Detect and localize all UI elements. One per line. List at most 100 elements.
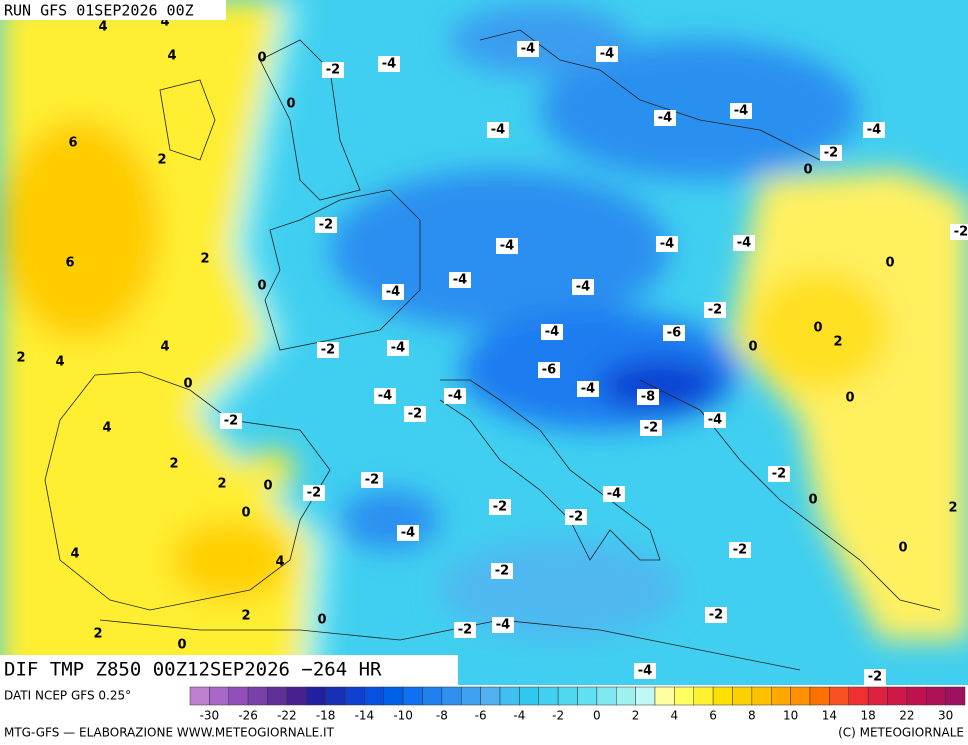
contour-label: -4 (448, 389, 462, 404)
colorbar-swatch (209, 686, 229, 706)
label-background (361, 472, 383, 488)
colorbar-label: 30 (938, 709, 953, 723)
colorbar-swatch (499, 686, 520, 706)
label-background (492, 617, 514, 633)
contour-label: 0 (845, 391, 854, 406)
contour-label: -4 (581, 382, 595, 397)
contour-label: -4 (638, 664, 652, 679)
colorbar-label: -22 (277, 709, 297, 723)
contour-label: -4 (708, 413, 722, 428)
colorbar-swatch (616, 686, 636, 706)
credit: MTG-GFS — ELABORAZIONE WWW.METEOGIORNALE… (4, 726, 335, 740)
title-box (0, 655, 458, 685)
contour-label: -6 (542, 363, 556, 378)
label-background (577, 381, 599, 397)
colorbar-swatch (712, 686, 733, 706)
colorbar-swatch (790, 686, 811, 706)
colorbar-swatch (286, 686, 307, 706)
colorbar-swatch (829, 686, 849, 706)
label-background (374, 388, 396, 404)
contour-label: 6 (68, 136, 77, 151)
label-background (303, 485, 325, 501)
contour-label: 0 (808, 493, 817, 508)
colorbar-label: -30 (200, 709, 220, 723)
colorbar-swatch (538, 686, 559, 706)
contour-label: -4 (401, 526, 415, 541)
contour-label: -2 (495, 564, 509, 579)
label-background (315, 217, 337, 233)
contour-label: -4 (453, 273, 467, 288)
contour-label: 4 (70, 547, 79, 562)
contour-label: -4 (386, 285, 400, 300)
label-background (733, 235, 755, 251)
contour-label: 0 (257, 51, 266, 66)
colorbar-label: 10 (783, 709, 798, 723)
colorbar-label: -26 (238, 709, 258, 723)
map-title: DIF TMP Z850 00Z12SEP2026 −264 HR (4, 659, 382, 681)
contour-label: -4 (734, 104, 748, 119)
colorbar-label: 8 (748, 709, 756, 723)
colorbar-swatch (596, 686, 617, 706)
contour-label: -2 (365, 473, 379, 488)
map: 4 44 0-2 -4-4 -40-4 -4-4 -462 -20-2-4 -4 -46 20 -4-… (0, 0, 968, 685)
colorbar-swatch (887, 686, 908, 706)
contour-label: 0 (813, 321, 822, 336)
colorbar-swatch (926, 686, 946, 706)
contour-label: -2 (772, 467, 786, 482)
colorbar-swatch (732, 686, 753, 706)
colorbar-swatch (809, 686, 830, 706)
contour-label: 2 (833, 335, 842, 350)
label-background (572, 279, 594, 295)
label-background (729, 542, 751, 558)
label-background (387, 340, 409, 356)
colorbar-swatch (228, 686, 249, 706)
colorbar-label: -18 (316, 709, 336, 723)
contour-label: -2 (307, 486, 321, 501)
contour-label: 0 (286, 97, 295, 112)
contour-label: -2 (709, 608, 723, 623)
label-background (496, 238, 518, 254)
header-box (0, 0, 226, 20)
label-background (634, 663, 656, 679)
colorbar-swatch (771, 686, 791, 706)
contour-label: 2 (157, 153, 166, 168)
contour-label: -2 (868, 670, 882, 685)
label-background (640, 420, 662, 436)
label-background (864, 669, 886, 685)
label-background (820, 145, 842, 161)
colorbar-label: -4 (513, 709, 525, 723)
colorbar-swatch (325, 686, 346, 706)
label-background (317, 342, 339, 358)
contour-label: 4 (160, 15, 169, 30)
contour-label: -2 (408, 407, 422, 422)
contour-label: -4 (658, 111, 672, 126)
label-background (704, 412, 726, 428)
data-source: DATI NCEP GFS 0.25° (4, 689, 131, 703)
label-background (656, 236, 678, 252)
contour-label: 0 (803, 163, 812, 178)
label-background (538, 362, 560, 378)
label-background (220, 413, 242, 429)
contour-label: 2 (93, 627, 102, 642)
label-background (704, 302, 726, 318)
colorbar-label: 14 (822, 709, 837, 723)
label-background (404, 406, 426, 422)
contour-label: 4 (167, 49, 176, 64)
label-background (863, 122, 885, 138)
colorbar-label: 22 (899, 709, 914, 723)
contour-label: -2 (954, 225, 968, 240)
label-background (382, 284, 404, 300)
colorbar-swatch (674, 686, 694, 706)
colorbar-label: -10 (393, 709, 413, 723)
colorbar-label: 18 (860, 709, 875, 723)
colorbar-swatch (383, 686, 404, 706)
label-background (768, 466, 790, 482)
contour-label: -2 (321, 343, 335, 358)
label-background (654, 110, 676, 126)
contour-label: -4 (737, 236, 751, 251)
colorbar-swatch (267, 686, 288, 706)
colorbar-swatch (751, 686, 772, 706)
contour-label: 6 (65, 256, 74, 271)
label-background (603, 486, 625, 502)
